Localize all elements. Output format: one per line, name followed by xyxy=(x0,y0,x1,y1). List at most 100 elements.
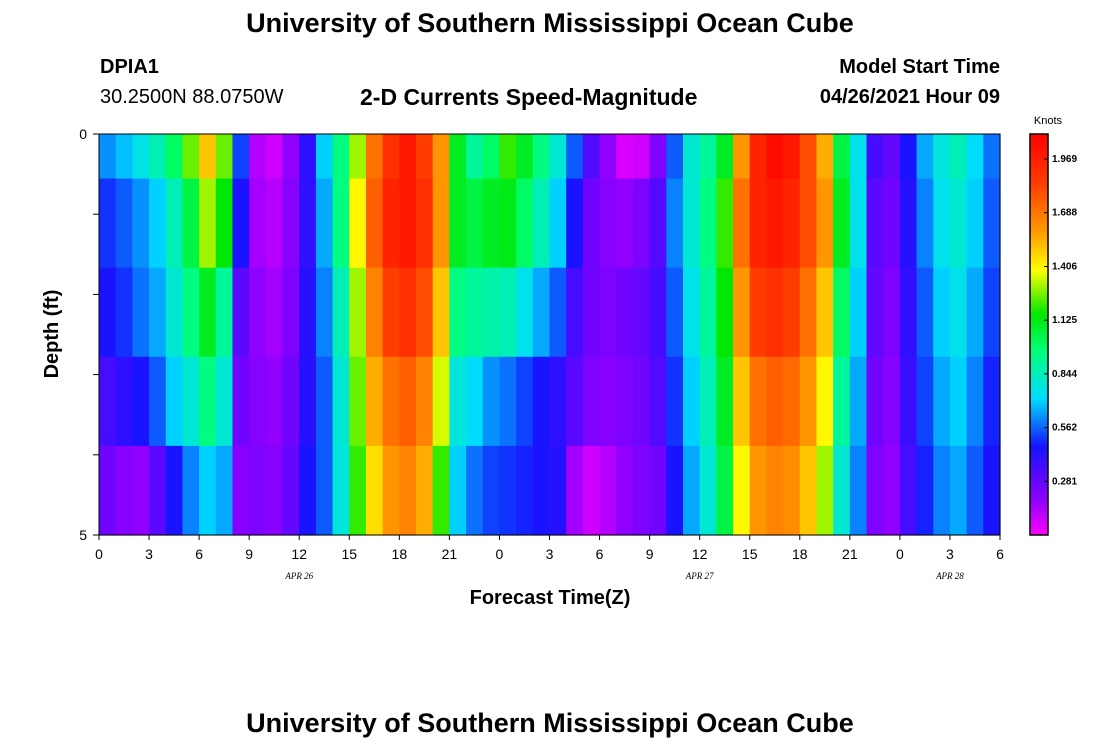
heatmap-cell xyxy=(582,134,601,180)
heatmap-cell xyxy=(416,134,434,180)
heatmap-cell xyxy=(99,267,117,358)
heatmap-cell xyxy=(566,267,584,358)
heatmap-cell xyxy=(499,445,517,536)
heatmap-cell xyxy=(599,134,617,180)
heatmap-cell xyxy=(249,178,267,269)
heatmap-cell xyxy=(332,445,350,536)
heatmap-cell xyxy=(916,178,934,269)
heatmap-cell xyxy=(682,445,701,536)
heatmap-cell xyxy=(699,267,717,358)
heatmap-cell xyxy=(132,178,150,269)
heatmap-cell xyxy=(649,134,667,180)
heatmap-cell xyxy=(833,356,851,447)
heatmap-cell xyxy=(766,134,784,180)
x-tick-label: 12 xyxy=(291,546,307,562)
heatmap-cell xyxy=(616,356,634,447)
heatmap-cell xyxy=(582,178,601,269)
colorbar-label: 0.844 xyxy=(1052,369,1077,380)
heatmap-cell xyxy=(165,134,184,180)
heatmap-cell xyxy=(733,356,751,447)
heatmap-cell xyxy=(416,356,434,447)
heatmap-cell xyxy=(849,178,868,269)
heatmap-cell xyxy=(365,134,384,180)
x-tick-label: 6 xyxy=(996,546,1004,562)
heatmap-cell xyxy=(182,134,200,180)
heatmap-cell xyxy=(566,445,584,536)
heatmap-cell xyxy=(799,267,818,358)
heatmap-cell xyxy=(816,134,834,180)
heatmap-cell xyxy=(549,134,567,180)
x-tick-label: 0 xyxy=(496,546,504,562)
heatmap-cell xyxy=(432,134,450,180)
heatmap-cell xyxy=(466,445,484,536)
heatmap-cell xyxy=(249,134,267,180)
heatmap-cell xyxy=(783,356,801,447)
heatmap-cell xyxy=(499,356,517,447)
heatmap-cell xyxy=(632,445,651,536)
heatmap-cell xyxy=(482,356,501,447)
heatmap-cell xyxy=(432,267,450,358)
heatmap-cell xyxy=(816,356,834,447)
heatmap-cell xyxy=(332,356,350,447)
heatmap-cell xyxy=(983,356,1001,447)
heatmap-cell xyxy=(883,134,901,180)
colorbar-legend: Knots 1.969 1.688 1.406 1.125 0.844 0.562 0.28… xyxy=(1029,115,1077,536)
heatmap-cell xyxy=(749,356,768,447)
heatmap-cell xyxy=(365,267,384,358)
heatmap-cell xyxy=(532,134,551,180)
heatmap-cell xyxy=(232,178,250,269)
heatmap-cell xyxy=(949,356,968,447)
heatmap-cell xyxy=(682,267,701,358)
heatmap-cell xyxy=(99,445,117,536)
heatmap-cell xyxy=(549,445,567,536)
model-start-time: 04/26/2021 Hour 09 xyxy=(819,86,1000,108)
footer-title: University of Southern Mississippi Ocean… xyxy=(246,708,854,738)
heatmap-cell xyxy=(933,267,951,358)
y-axis: 05 xyxy=(79,126,99,543)
heatmap-cell xyxy=(399,445,417,536)
heatmap-cell xyxy=(733,134,751,180)
heatmap-cell xyxy=(632,267,651,358)
heatmap-cell xyxy=(883,267,901,358)
heatmap-cell xyxy=(232,134,250,180)
heatmap-cell xyxy=(215,445,234,536)
heatmap-cell xyxy=(382,267,400,358)
heatmap-cell xyxy=(749,178,768,269)
heatmap-cell xyxy=(983,134,1001,180)
heatmap-cell xyxy=(799,134,818,180)
heatmap-cell xyxy=(716,445,734,536)
heatmap-cell xyxy=(916,267,934,358)
heatmap-cell xyxy=(516,445,534,536)
heatmap-cell xyxy=(315,134,334,180)
colorbar-label: 1.969 xyxy=(1052,154,1077,165)
heatmap-cell xyxy=(733,445,751,536)
heatmap-cell xyxy=(265,178,284,269)
heatmap-cell xyxy=(115,267,133,358)
heatmap-cell xyxy=(699,134,717,180)
heatmap-cell xyxy=(449,445,467,536)
x-tick-label: 21 xyxy=(842,546,858,562)
heatmap-cell xyxy=(749,445,768,536)
heatmap-cell xyxy=(566,134,584,180)
x-tick-label: 6 xyxy=(596,546,604,562)
heatmap-cell xyxy=(849,356,868,447)
heatmap-cell xyxy=(115,134,133,180)
heatmap-cell xyxy=(616,267,634,358)
heatmap-cell xyxy=(416,267,434,358)
heatmap-cell xyxy=(399,134,417,180)
heatmap-cell xyxy=(299,134,317,180)
heatmap-cell xyxy=(566,178,584,269)
product-title: 2-D Currents Speed-Magnitude xyxy=(360,84,698,110)
heatmap-cell xyxy=(466,356,484,447)
heatmap-cell xyxy=(799,178,818,269)
x-axis-title: Forecast Time(Z) xyxy=(470,587,631,609)
heatmap-cell xyxy=(99,356,117,447)
heatmap-cell xyxy=(549,178,567,269)
heatmap-cell xyxy=(666,445,684,536)
heatmap-cell xyxy=(866,134,884,180)
colorbar-label: 1.125 xyxy=(1052,315,1077,326)
heatmap-cell xyxy=(199,134,217,180)
heatmap-cell xyxy=(416,178,434,269)
heatmap-cell xyxy=(299,445,317,536)
heatmap-cell xyxy=(883,445,901,536)
